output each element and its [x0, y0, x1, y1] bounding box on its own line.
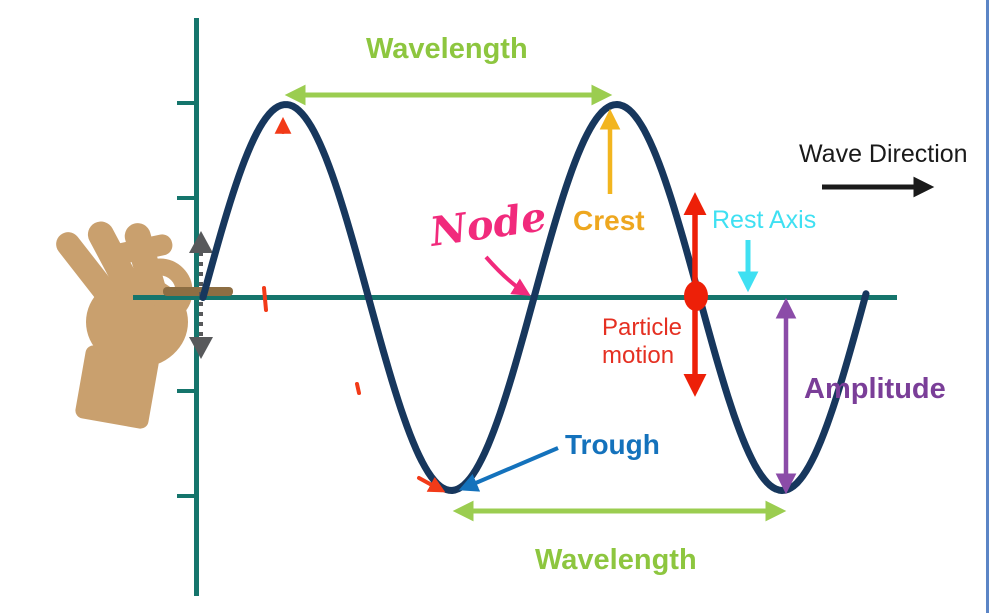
wavelength-bottom-label: Wavelength	[535, 544, 697, 576]
held-bar	[163, 287, 233, 296]
particle-motion-label: Particle motion	[602, 314, 682, 371]
oscillation-up-arrowhead	[189, 231, 213, 253]
wave-curve	[199, 101, 870, 494]
trough-pointer-arrow	[458, 446, 559, 492]
axes	[133, 18, 897, 596]
particle-motion-line1: Particle	[602, 314, 683, 341]
scribble-small-dash	[355, 382, 361, 395]
red-scribbles	[262, 116, 446, 493]
oscillation-down-arrowhead	[189, 337, 213, 359]
hand-illustration	[56, 221, 193, 429]
hand-index-finger	[99, 234, 173, 267]
node-pointer-arrow	[484, 255, 531, 296]
hand-pinky-finger	[56, 232, 116, 302]
trough-label: Trough	[565, 429, 660, 460]
slide-right-border	[986, 0, 989, 613]
amplitude-label: Amplitude	[804, 373, 946, 405]
wavelength-top-label: Wavelength	[366, 33, 528, 65]
scribble-axis-tick	[262, 286, 268, 312]
wave-direction-label: Wave Direction	[799, 140, 968, 168]
crest-label: Crest	[573, 205, 645, 236]
rest-axis-label: Rest Axis	[712, 206, 817, 234]
particle-motion-line2: motion	[602, 342, 675, 370]
scribble-trough-arrow	[417, 476, 446, 493]
